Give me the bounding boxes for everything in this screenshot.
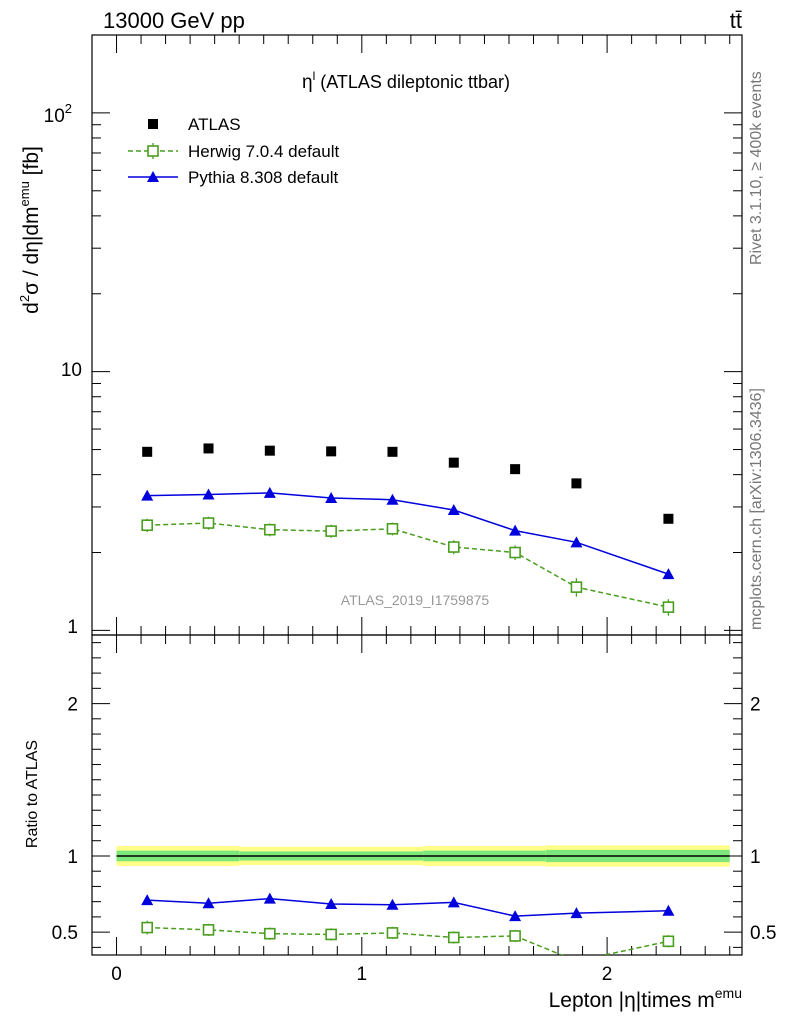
process-label: tt̄	[730, 8, 742, 33]
main-series-0-point	[203, 443, 214, 454]
ratio-series-0-point	[141, 921, 153, 934]
main-series-2-point	[662, 568, 675, 580]
ratio-y-tick-label: 0.5	[750, 923, 776, 944]
ratio-series-0-point	[662, 935, 675, 948]
ratio-series-0-point	[202, 924, 215, 936]
ratio-series-0-point	[509, 930, 521, 942]
x-tick-label: 2	[602, 964, 613, 985]
main-series-1-point	[264, 523, 276, 536]
rivet-label: Rivet 3.1.10, ≥ 400k events	[748, 71, 765, 265]
energy-label: 13000 GeV pp	[103, 8, 245, 33]
main-y-axis-label: d2σ / dη|dmemu [fb]	[17, 146, 43, 314]
main-series-2-point	[325, 491, 338, 503]
main-y-tick-label-10: 10	[61, 360, 82, 381]
legend-label: Pythia 8.308 default	[188, 168, 339, 187]
main-series-2-point	[447, 503, 460, 515]
ratio-series-0-point	[447, 931, 460, 944]
ratio-y-axis-label: Ratio to ATLAS	[24, 740, 41, 848]
ylabel-part-d: d	[20, 302, 43, 314]
legend-label: ATLAS	[188, 115, 241, 134]
ratio-frame	[91, 634, 743, 956]
main-title-eta: η	[302, 72, 313, 93]
main-series-0-point	[264, 445, 275, 456]
main-series-2-point	[386, 493, 399, 505]
ratio-y-tick-label: 2	[67, 695, 78, 716]
legend-marker-atlas	[148, 119, 158, 129]
main-series-1-point	[662, 601, 675, 613]
ylabel-part-emu: emu	[17, 181, 32, 206]
ratio-series-1-point	[386, 898, 399, 910]
ratio-y-tick-label: 1	[67, 847, 78, 868]
x-axis-label: Lepton |η|times memu	[549, 985, 742, 1012]
ratio-series-1-line	[147, 897, 669, 917]
main-series-2-point	[509, 524, 522, 536]
ratio-series-1-point	[509, 910, 522, 922]
x-tick-label: 0	[111, 964, 122, 985]
ratio-series-1-point	[447, 896, 460, 908]
main-series-0-point	[663, 513, 674, 524]
ratio-series-0-point	[325, 928, 337, 941]
main-series-1-point	[141, 519, 153, 532]
main-series-1-point	[570, 581, 583, 593]
ratio-series-1-point	[662, 904, 675, 916]
analysis-id: ATLAS_2019_I1759875	[341, 592, 490, 608]
main-panel: ATLAS Herwig 7.0.4 default Pythia 8.308 de…	[91, 34, 743, 636]
legend-label: Herwig 7.0.4 default	[188, 142, 339, 161]
legend-marker	[147, 145, 159, 157]
main-series-2-point	[141, 489, 154, 501]
main-series-0-point	[142, 446, 153, 457]
ylabel-part-sup: 2	[17, 295, 32, 302]
main-title-sup: l	[313, 69, 316, 83]
ratio-series-0-point	[386, 927, 399, 939]
ratio-series-0-line	[147, 926, 669, 955]
main-series-0-point	[448, 457, 459, 468]
ratio-series-1-point	[141, 894, 154, 906]
ylabel-part-mid: σ / dη|dm	[20, 206, 43, 294]
main-series-0-point	[510, 464, 521, 475]
main-series-2-line	[147, 492, 669, 575]
legend-marker	[147, 171, 159, 182]
main-series-0-point	[326, 446, 337, 457]
main-title: ηl (ATLAS dileptonic ttbar)	[302, 69, 510, 93]
ratio-panel: 0 1 2 0.5 0.5 1 1 2 2	[52, 634, 776, 985]
main-series-1-point	[325, 525, 337, 537]
main-series-1-point	[202, 517, 215, 529]
main-y-tick-label-1: 1	[67, 617, 78, 638]
xlabel-sup: emu	[715, 985, 742, 1001]
main-title-rest: (ATLAS dileptonic ttbar)	[315, 72, 510, 92]
main-y-tick-label-100: 102	[44, 101, 72, 127]
main-series-0-point	[387, 446, 398, 457]
main-series-1-point	[386, 522, 399, 535]
ratio-y-tick-label: 2	[750, 695, 761, 716]
ratio-y-tick-label: 0.5	[52, 923, 78, 944]
ratio-series-0-point	[264, 927, 276, 940]
ratio-series-1-point	[570, 907, 583, 919]
site-label: mcplots.cern.ch [arXiv:1306.3436]	[748, 388, 765, 630]
main-y-tick-label-100-exp: 2	[65, 101, 72, 116]
main-series-1-line	[147, 522, 669, 608]
ratio-series-1-point	[202, 897, 215, 909]
x-tick-label: 1	[357, 964, 368, 985]
main-series-1-point	[509, 546, 521, 559]
main-series-1-point	[447, 541, 460, 553]
ratio-y-tick-label: 1	[750, 847, 761, 868]
ratio-series-1-point	[263, 892, 276, 904]
ylabel-part-unit: [fb]	[20, 146, 43, 181]
main-series-2-point	[570, 536, 583, 548]
ratio-series-group	[141, 892, 675, 955]
main-series-2-point	[263, 486, 276, 498]
xlabel-main: Lepton |η|times m	[549, 989, 715, 1012]
main-y-tick-label-100-base: 10	[44, 106, 65, 127]
ratio-series-1-point	[325, 897, 338, 909]
main-series-0-point	[571, 478, 582, 489]
main-series-2-point	[202, 488, 215, 500]
